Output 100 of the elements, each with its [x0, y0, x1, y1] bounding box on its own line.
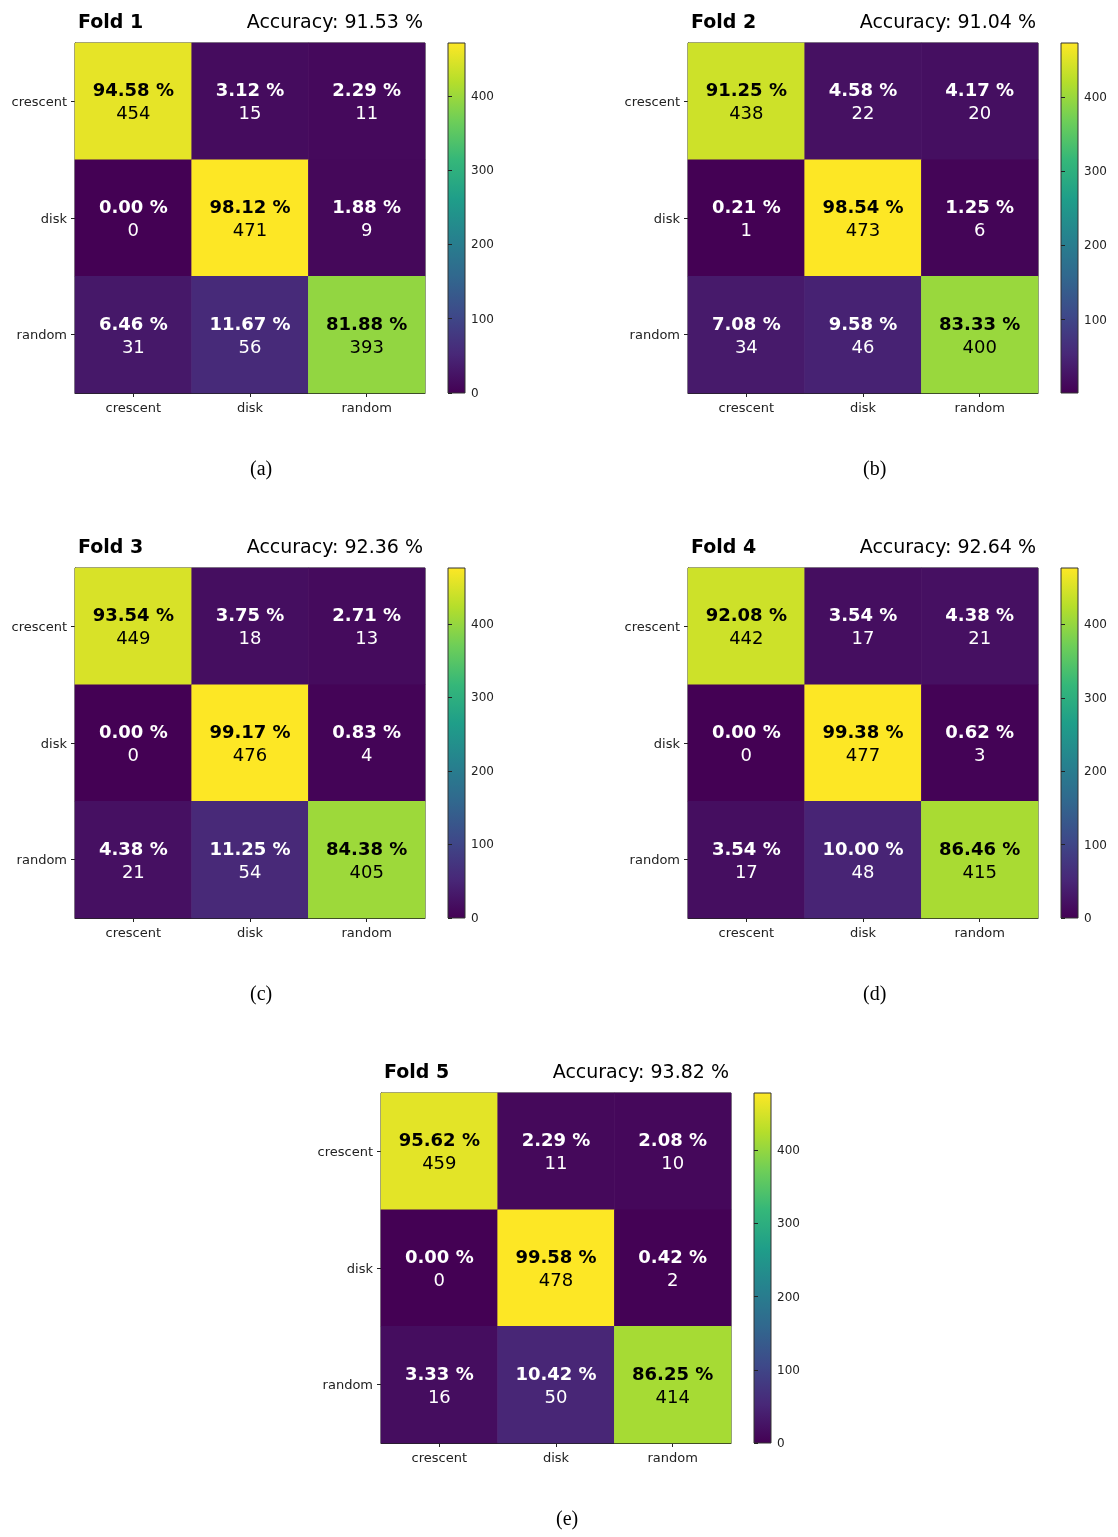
color-bar-label: 0 — [471, 911, 479, 925]
x-tick-label: random — [341, 400, 392, 415]
color-bar-label: 300 — [471, 163, 494, 178]
data-label: 6.46 % 31 — [98, 312, 168, 357]
data-label: 92.08 % 442 — [705, 604, 787, 649]
chart-title: Fold 2 — [691, 9, 757, 32]
data-label: 99.38 % 477 — [822, 721, 904, 765]
data-label: 3.33 % 16 — [404, 1362, 474, 1407]
data-label: 99.17 % 476 — [209, 721, 291, 765]
data-label: 4.38 % 21 — [98, 837, 168, 882]
data-label: 98.12 % 471 — [209, 196, 291, 240]
x-tick-label: random — [954, 925, 1005, 940]
x-tick-label: disk — [849, 400, 877, 415]
x-tick-label: crescent — [105, 925, 162, 940]
data-label: 91.25 % 438 — [705, 79, 787, 124]
x-tick-label: crescent — [718, 400, 775, 415]
y-tick-label: disk — [346, 1260, 374, 1276]
color-bar-label: 400 — [1084, 90, 1107, 105]
y-tick-label: disk — [40, 210, 68, 226]
data-label: 93.54 % 449 — [92, 604, 174, 649]
color-bar-label: 400 — [471, 616, 494, 631]
data-label: 3.12 % 15 — [215, 79, 285, 124]
data-label: 4.17 % 20 — [945, 79, 1015, 124]
x-tick-label: crescent — [105, 400, 162, 415]
x-tick-label: disk — [849, 925, 877, 940]
x-tick-label: random — [954, 400, 1005, 415]
y-tick-label: crescent — [317, 1143, 373, 1159]
color-bar-label: 0 — [777, 1436, 785, 1450]
color-bar-label: 400 — [471, 88, 494, 103]
x-tick-label: crescent — [718, 925, 775, 940]
data-label: 9.58 % 46 — [828, 312, 898, 357]
chart-title: Fold 5 — [384, 1059, 450, 1082]
color-bar-label: 0 — [1084, 911, 1092, 925]
data-label: 7.08 % 34 — [711, 312, 781, 357]
chart-subtitle: Accuracy: 92.36 % — [246, 534, 424, 557]
data-label: 2.29 % 11 — [332, 79, 402, 124]
color-bar-label: 300 — [777, 1216, 800, 1231]
color-bar-label: 200 — [777, 1289, 800, 1304]
color-bar-label: 200 — [471, 763, 494, 778]
y-tick-label: crescent — [624, 618, 680, 634]
chart-title: Fold 1 — [78, 9, 144, 32]
chart-title: Fold 3 — [78, 534, 144, 557]
data-label: 95.62 % 459 — [398, 1129, 480, 1174]
data-label: 4.58 % 22 — [828, 79, 898, 124]
data-label: 1.25 % 6 — [945, 196, 1015, 240]
data-label: 2.29 % 11 — [521, 1129, 591, 1174]
data-label: 1.88 % 9 — [332, 196, 402, 240]
x-tick-label: disk — [236, 925, 264, 940]
y-tick-label: random — [629, 852, 680, 868]
color-bar-label: 400 — [777, 1143, 800, 1158]
chart-subtitle: Accuracy: 92.64 % — [859, 534, 1037, 557]
text: (d) — [863, 982, 887, 1005]
data-label: 4.38 % 21 — [945, 604, 1015, 649]
data-label: 84.38 % 405 — [326, 837, 408, 882]
data-label: 11.67 % 56 — [209, 312, 291, 357]
chart-subtitle: Accuracy: 91.53 % — [246, 9, 424, 32]
data-label: 86.46 % 415 — [939, 837, 1021, 882]
color-bar-label: 300 — [1084, 690, 1107, 705]
data-label: 0.00 % 0 — [711, 721, 781, 765]
color-bar-label: 0 — [471, 386, 479, 400]
data-label: 0.00 % 0 — [98, 721, 168, 765]
text: (a) — [250, 457, 273, 480]
color-bar-label: 100 — [471, 837, 494, 852]
x-tick-label: crescent — [411, 1450, 468, 1465]
data-label: 94.58 % 454 — [92, 79, 174, 124]
data-label: 2.08 % 10 — [638, 1129, 708, 1174]
data-label: 81.88 % 393 — [326, 312, 408, 357]
data-label: 3.54 % 17 — [828, 604, 898, 649]
color-bar-label: 400 — [1084, 617, 1107, 632]
color-bar-label: 100 — [777, 1362, 800, 1377]
y-tick-label: crescent — [11, 618, 67, 634]
y-tick-label: random — [629, 327, 680, 343]
text: (c) — [250, 982, 273, 1005]
y-tick-label: random — [322, 1377, 373, 1393]
color-bar-label: 200 — [1084, 764, 1107, 779]
chart-subtitle: Accuracy: 93.82 % — [552, 1059, 730, 1082]
data-label: 11.25 % 54 — [209, 837, 291, 882]
data-label: 98.54 % 473 — [822, 196, 904, 240]
data-label: 0.62 % 3 — [945, 721, 1015, 765]
data-label: 10.00 % 48 — [822, 837, 904, 882]
x-tick-label: random — [341, 925, 392, 940]
color-bar-label: 300 — [471, 690, 494, 705]
data-label: 86.25 % 414 — [632, 1362, 714, 1407]
y-tick-label: random — [16, 852, 67, 868]
data-label: 0.42 % 2 — [638, 1246, 708, 1290]
data-label: 0.83 % 4 — [332, 721, 402, 765]
data-label: 0.00 % 0 — [404, 1246, 474, 1290]
color-bar-label: 200 — [471, 237, 494, 252]
color-bar-label: 100 — [1084, 837, 1107, 852]
y-tick-label: disk — [40, 735, 68, 751]
color-bar-label: 100 — [1084, 312, 1107, 327]
data-label: 0.00 % 0 — [98, 196, 168, 240]
y-tick-label: crescent — [11, 93, 67, 109]
data-label: 0.21 % 1 — [711, 196, 781, 240]
data-label: 83.33 % 400 — [939, 312, 1021, 357]
data-label: 2.71 % 13 — [332, 604, 402, 649]
data-label: 99.58 % 478 — [515, 1246, 597, 1290]
color-bar-label: 200 — [1084, 238, 1107, 253]
x-tick-label: disk — [236, 400, 264, 415]
y-tick-label: crescent — [624, 93, 680, 109]
